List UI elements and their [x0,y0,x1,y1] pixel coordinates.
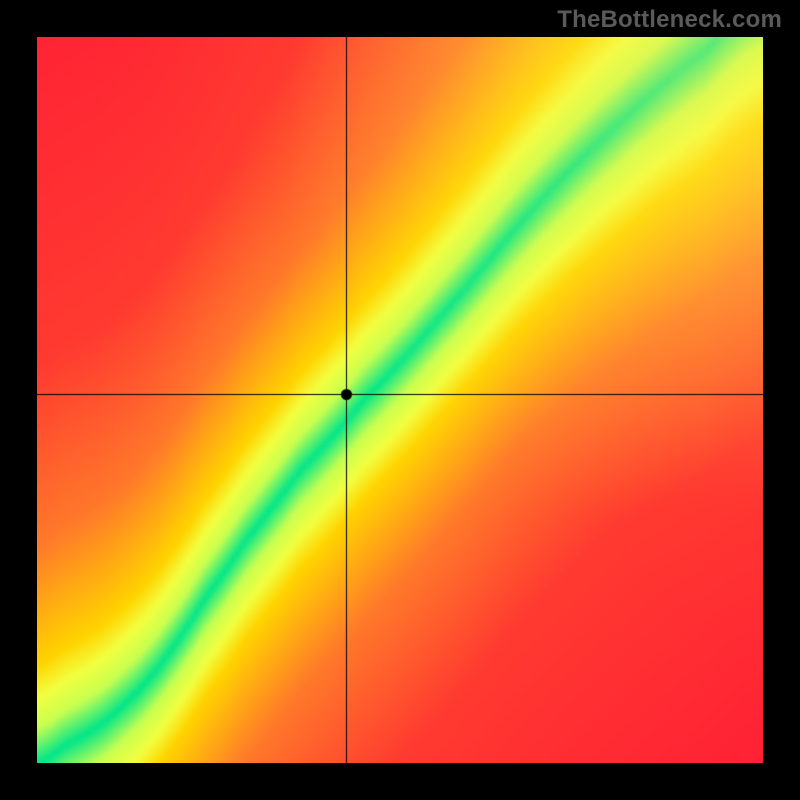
chart-container: TheBottleneck.com [0,0,800,800]
watermark-text: TheBottleneck.com [557,6,782,34]
bottleneck-heatmap [37,37,763,763]
